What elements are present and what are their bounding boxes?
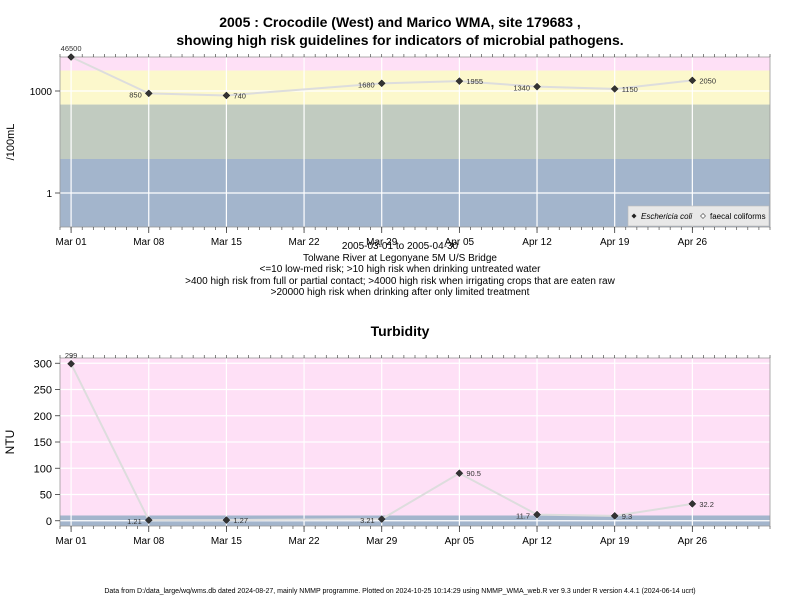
data-label: 2050 xyxy=(699,76,716,85)
x-tick-label: Mar 29 xyxy=(366,237,398,248)
y-tick-label: 300 xyxy=(34,358,52,370)
data-label: 1955 xyxy=(466,77,483,86)
x-tick-label: Mar 08 xyxy=(133,536,165,547)
y-axis-label: NTU xyxy=(3,430,17,455)
y-tick-label: 150 xyxy=(34,437,52,449)
turbidity-title: Turbidity xyxy=(370,323,430,339)
data-label: 1340 xyxy=(513,84,530,93)
x-tick-label: Apr 12 xyxy=(522,536,552,547)
y-tick-label: 0 xyxy=(46,516,52,528)
caption-risk-1: <=10 low-med risk; >10 high risk when dr… xyxy=(259,264,541,275)
x-tick-label: Apr 05 xyxy=(445,237,475,248)
caption-risk-2: >400 high risk from full or partial cont… xyxy=(185,276,615,287)
data-label: 90.5 xyxy=(466,469,481,478)
y-tick-label: 200 xyxy=(34,411,52,423)
data-label: 11.7 xyxy=(516,512,530,521)
legend-marker-ecoli xyxy=(631,213,637,219)
data-point xyxy=(222,516,231,524)
x-tick-label: Mar 22 xyxy=(289,536,321,547)
legend-entry-ecoli: Eschericia coli xyxy=(641,212,692,221)
data-label: 46500 xyxy=(61,44,82,53)
x-tick-label: Apr 12 xyxy=(522,237,552,248)
x-tick-label: Apr 05 xyxy=(445,536,475,547)
x-tick-label: Mar 01 xyxy=(56,536,88,547)
x-tick-label: Mar 01 xyxy=(56,237,88,248)
data-point xyxy=(144,89,153,98)
y-axis-label: /100mL xyxy=(5,124,17,161)
data-label: 740 xyxy=(233,91,246,100)
caption-date-range: 2005-03-01 to 2005-04-30 xyxy=(341,241,459,252)
legend-entry-faecal: faecal coliforms xyxy=(710,212,766,221)
x-tick-label: Mar 15 xyxy=(211,237,243,248)
risk-band-4000-20000 xyxy=(60,57,770,71)
x-tick-label: Mar 15 xyxy=(211,536,243,547)
data-point xyxy=(222,91,231,100)
data-point xyxy=(455,469,464,478)
y-tick-label: 100 xyxy=(34,463,52,475)
data-point xyxy=(688,76,697,85)
y-tick-label: 50 xyxy=(40,490,52,502)
data-label: 1.27 xyxy=(233,516,248,525)
caption-site: Tolwane River at Legonyane 5M U/S Bridge xyxy=(303,253,497,264)
y-tick-label: 250 xyxy=(34,385,52,397)
data-point xyxy=(67,359,75,368)
data-point xyxy=(610,85,619,93)
x-tick-label: Mar 08 xyxy=(133,237,165,248)
data-point xyxy=(610,512,619,520)
data-label: 1.21 xyxy=(127,517,142,526)
legend-marker-faecal xyxy=(700,213,706,219)
risk-band-10-400 xyxy=(60,104,770,159)
data-point xyxy=(533,82,541,91)
y-tick-label: 1000 xyxy=(30,87,53,98)
data-label: 850 xyxy=(129,90,142,99)
data-label: 3.21 xyxy=(360,516,375,525)
data-point xyxy=(377,515,386,523)
data-point xyxy=(688,499,697,508)
microbial-panel-group xyxy=(55,53,771,233)
footer-note: Data from D:/data_large/wq/wms.db dated … xyxy=(104,588,696,595)
data-point xyxy=(533,510,541,519)
series-line xyxy=(70,363,693,522)
risk-band-400-4000 xyxy=(60,70,770,105)
data-label: 9.3 xyxy=(622,512,632,521)
x-tick-label: Apr 19 xyxy=(600,237,630,248)
chart-title-line-1: 2005 : Crocodile (West) and Marico WMA, … xyxy=(219,14,581,30)
x-tick-label: Apr 19 xyxy=(600,536,630,547)
legend-box xyxy=(627,205,770,227)
x-tick-label: Mar 22 xyxy=(289,237,321,248)
data-point xyxy=(144,516,153,524)
x-tick-label: Apr 26 xyxy=(678,536,708,547)
data-point xyxy=(67,53,75,61)
turbidity-panel-group xyxy=(55,355,771,532)
y-tick-label: 1 xyxy=(46,189,52,200)
x-tick-label: Mar 29 xyxy=(366,536,398,547)
legend: Eschericia coli faecal coliforms xyxy=(627,205,770,227)
caption-risk-3: >20000 high risk when drinking after onl… xyxy=(270,287,530,298)
data-point xyxy=(455,77,464,85)
data-label: 299 xyxy=(65,351,78,360)
data-label: 1680 xyxy=(358,80,375,89)
series-line xyxy=(70,56,693,97)
chart-title-line-2: showing high risk guidelines for indicat… xyxy=(176,32,624,48)
x-tick-label: Apr 26 xyxy=(678,237,708,248)
data-label: 32.2 xyxy=(699,500,714,509)
data-point xyxy=(377,79,386,88)
data-label: 1150 xyxy=(622,85,638,94)
